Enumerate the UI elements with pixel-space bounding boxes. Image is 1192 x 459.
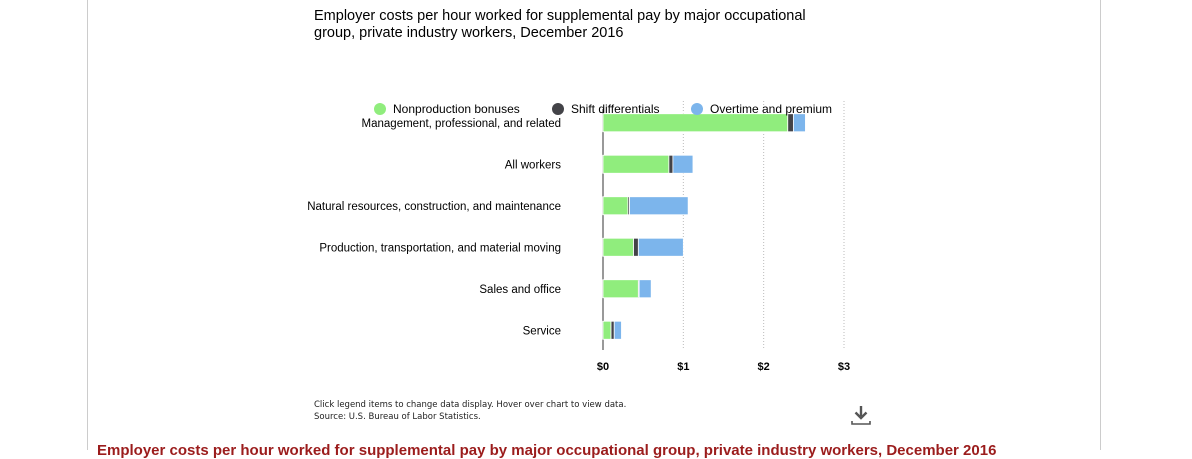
bar-segment[interactable]	[613, 320, 622, 340]
legend-marker[interactable]	[691, 103, 703, 115]
category-label: Natural resources, construction, and mai…	[307, 201, 561, 213]
bars[interactable]	[602, 113, 806, 340]
legend-marker[interactable]	[374, 103, 386, 115]
bar-segment[interactable]	[672, 154, 694, 174]
bar-segment[interactable]	[787, 113, 794, 133]
legend-item-label[interactable]: Nonproduction bonuses	[393, 102, 520, 116]
legend-item-label[interactable]: Shift differentials	[571, 102, 660, 116]
bar-segment[interactable]	[610, 320, 615, 340]
category-label: Sales and office	[479, 284, 561, 296]
chart-panel	[87, 0, 1101, 450]
legend-marker[interactable]	[552, 103, 564, 115]
category-label: Service	[523, 325, 561, 337]
category-label: All workers	[505, 159, 561, 171]
bar-segment[interactable]	[638, 279, 652, 299]
chart-note-source: Source: U.S. Bureau of Labor Statistics.	[314, 412, 481, 422]
legend[interactable]: Nonproduction bonuses Shift differentials…	[374, 102, 832, 116]
grid-lines	[602, 101, 845, 350]
download-icon[interactable]	[850, 404, 872, 426]
bar-segment[interactable]	[668, 154, 674, 174]
bar-segment[interactable]	[629, 196, 689, 216]
category-labels: Management, professional, and related All…	[307, 118, 561, 338]
bar-segment[interactable]	[792, 113, 806, 133]
chart-note-instructions: Click legend items to change data displa…	[314, 400, 627, 410]
bar-segment[interactable]	[602, 113, 789, 133]
bar-segment[interactable]	[637, 237, 684, 257]
category-label: Management, professional, and related	[362, 118, 561, 130]
bar-segment[interactable]	[602, 279, 639, 299]
bar-segment[interactable]	[602, 196, 629, 216]
x-tick-label: $3	[838, 361, 850, 373]
bar-segment[interactable]	[602, 237, 634, 257]
category-label: Production, transportation, and material…	[319, 242, 561, 254]
bar-segment[interactable]	[602, 320, 612, 340]
legend-item-label[interactable]: Overtime and premium	[710, 102, 832, 116]
x-tick-label: $2	[758, 361, 770, 373]
bar-segment[interactable]	[602, 154, 670, 174]
bar-segment[interactable]	[633, 237, 639, 257]
x-tick-labels: $0 $1 $2 $3	[597, 361, 850, 373]
section-title: Employer costs per hour worked for suppl…	[97, 442, 997, 459]
x-tick-label: $1	[677, 361, 689, 373]
x-tick-label: $0	[597, 361, 609, 373]
chart-title: Employer costs per hour worked for suppl…	[314, 8, 806, 41]
